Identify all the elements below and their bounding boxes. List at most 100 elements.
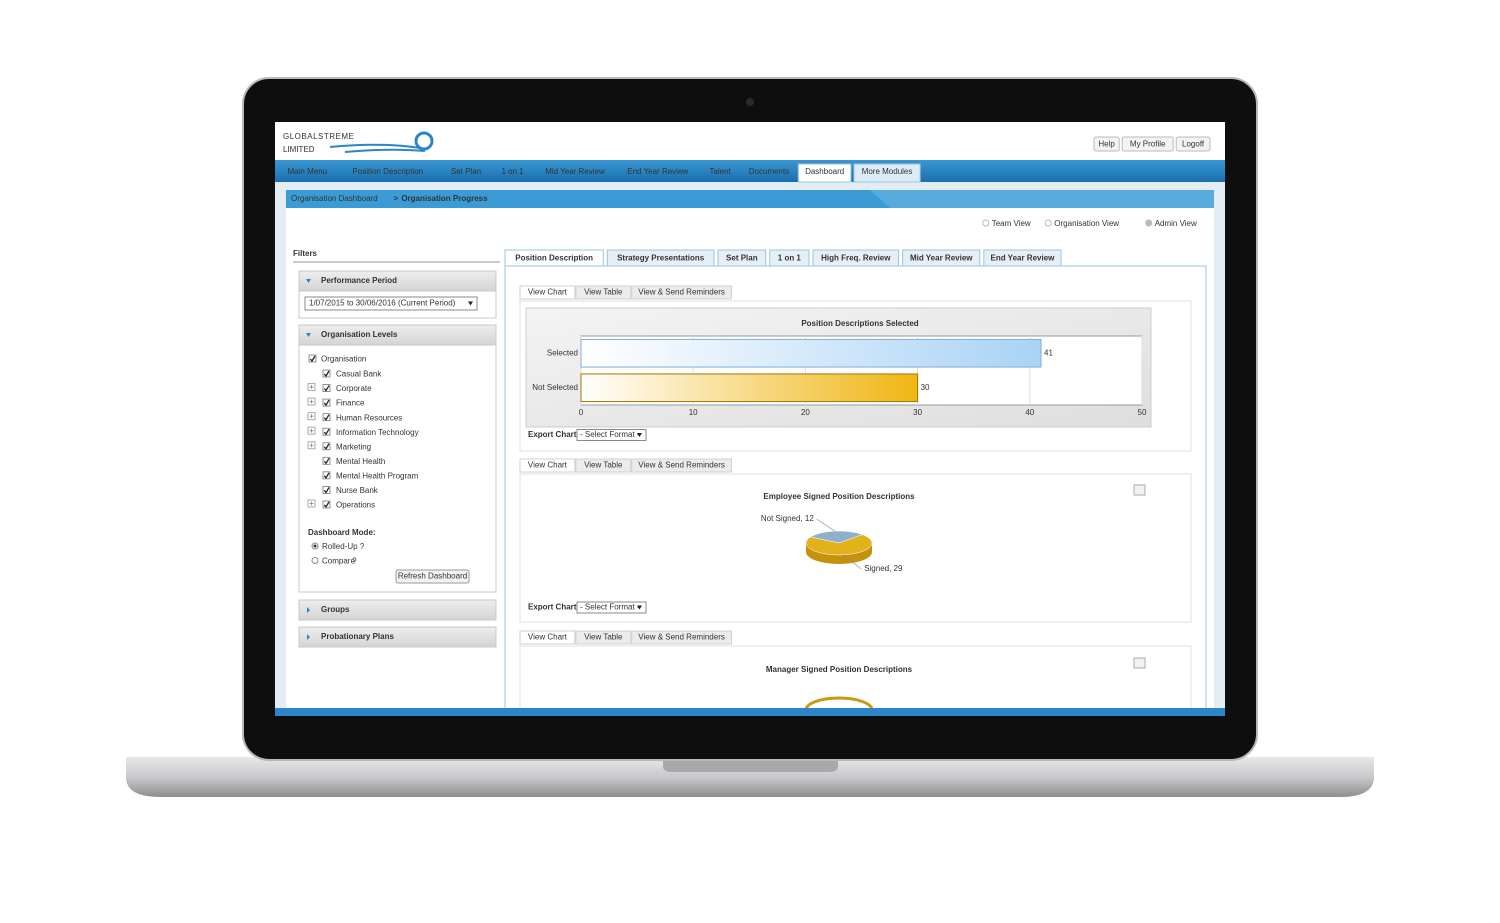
tab-label[interactable]: End Year Review [990, 254, 1055, 263]
header-button[interactable] [1175, 136, 1211, 152]
refresh-button[interactable] [395, 569, 470, 584]
org-level[interactable]: Human Resources [336, 413, 402, 422]
nav-item[interactable]: Set Plan [451, 167, 481, 176]
export-select-value[interactable]: - Select Format - [580, 603, 640, 612]
subtab[interactable] [519, 630, 576, 645]
filter-section-header[interactable] [298, 270, 497, 292]
filter-section-header[interactable] [298, 324, 497, 346]
checkbox[interactable] [322, 456, 331, 465]
period-select[interactable] [304, 296, 478, 311]
subtab-label[interactable]: View Table [584, 633, 623, 642]
chart-menu-icon[interactable] [1133, 484, 1146, 496]
org-level[interactable]: Operations [336, 501, 375, 510]
org-level[interactable]: Information Technology [336, 428, 419, 437]
tab-label[interactable]: Mid Year Review [910, 254, 973, 263]
view-option[interactable]: Organisation View [1054, 219, 1119, 228]
nav-item[interactable]: Talent [709, 167, 731, 176]
tab[interactable] [606, 249, 715, 267]
subtab[interactable] [631, 630, 732, 645]
checkbox[interactable] [322, 500, 331, 509]
subtab-label[interactable]: View Table [584, 288, 623, 297]
checkbox[interactable] [322, 442, 331, 451]
export-select[interactable] [576, 601, 647, 614]
header-button[interactable] [1121, 136, 1174, 152]
radio[interactable] [1145, 219, 1153, 227]
checkbox[interactable] [322, 427, 331, 436]
header-button[interactable] [1093, 136, 1120, 152]
tab[interactable] [769, 249, 810, 267]
tab-label[interactable]: Strategy Presentations [617, 254, 705, 263]
radio[interactable] [982, 219, 990, 227]
org-level[interactable]: Corporate [336, 384, 372, 393]
tab[interactable] [717, 249, 767, 267]
nav-item[interactable]: Mid Year Review [545, 167, 605, 176]
subtab-label[interactable]: View Table [584, 461, 623, 470]
subtab-label[interactable]: View Chart [528, 288, 568, 297]
tab[interactable] [812, 249, 900, 267]
subtab-label[interactable]: View & Send Reminders [638, 288, 725, 297]
org-level[interactable]: Mental Health Program [336, 471, 419, 480]
org-level[interactable]: Nurse Bank [336, 486, 379, 495]
checkbox[interactable] [322, 384, 331, 392]
subtab-label[interactable]: View & Send Reminders [638, 461, 725, 470]
filter-section-title[interactable]: Probationary Plans [321, 632, 394, 641]
filter-section-title[interactable]: Organisation Levels [321, 330, 398, 339]
filter-section-header[interactable] [298, 599, 497, 621]
subtab[interactable] [631, 458, 732, 473]
nav-item[interactable]: Dashboard [805, 167, 844, 176]
refresh-button-label[interactable]: Refresh Dashboard [398, 572, 467, 581]
subtab[interactable] [631, 285, 732, 300]
tab-label[interactable]: Set Plan [726, 254, 758, 263]
checkbox[interactable] [322, 369, 331, 378]
filter-section-title[interactable]: Performance Period [321, 276, 397, 285]
tab-label[interactable]: 1 on 1 [778, 254, 802, 263]
subtab[interactable] [575, 458, 632, 473]
subtab[interactable] [519, 285, 576, 300]
header-button-label[interactable]: My Profile [1130, 140, 1166, 149]
nav-item[interactable]: End Year Review [627, 167, 688, 176]
radio[interactable] [311, 557, 319, 564]
tab[interactable] [983, 249, 1062, 267]
view-option[interactable]: Admin View [1155, 219, 1197, 228]
tab[interactable] [902, 249, 981, 267]
org-level[interactable]: Casual Bank [336, 370, 382, 379]
org-level[interactable]: Marketing [336, 442, 371, 451]
checkbox[interactable] [322, 485, 331, 494]
mode-help[interactable]: ? [360, 542, 365, 551]
filter-section-title[interactable]: Groups [321, 605, 350, 614]
export-select-value[interactable]: - Select Format - [580, 430, 640, 439]
subtab[interactable] [575, 630, 632, 645]
nav-tab[interactable] [853, 163, 921, 183]
tab-label[interactable]: Position Description [515, 254, 593, 263]
filter-section-header[interactable] [298, 626, 497, 648]
nav-item[interactable]: Position Description [352, 167, 423, 176]
mode-option[interactable]: Rolled-Up [322, 542, 358, 551]
nav-tab[interactable] [797, 163, 852, 183]
tab-label[interactable]: High Freq. Review [821, 254, 891, 263]
header-button-label[interactable]: Help [1098, 140, 1115, 149]
org-level[interactable]: Organisation [321, 355, 366, 364]
mode-option[interactable]: Compare [322, 557, 355, 566]
checkbox[interactable] [308, 354, 317, 363]
export-select[interactable] [576, 429, 647, 441]
radio[interactable] [1044, 219, 1052, 227]
mode-help[interactable]: ? [352, 557, 357, 566]
breadcrumb-link[interactable]: Organisation Dashboard [291, 194, 378, 203]
tab[interactable] [504, 249, 604, 267]
checkbox[interactable] [322, 471, 331, 480]
nav-item[interactable]: Documents [749, 167, 789, 176]
period-select-value[interactable]: 1/07/2015 to 30/06/2016 (Current Period) [309, 299, 456, 308]
subtab-label[interactable]: View Chart [528, 461, 568, 470]
subtab[interactable] [519, 458, 576, 473]
chart-menu-icon[interactable] [1133, 657, 1146, 669]
nav-item[interactable]: Main Menu [288, 167, 328, 176]
org-level[interactable]: Mental Health [336, 457, 385, 466]
view-option[interactable]: Team View [992, 219, 1031, 228]
org-level[interactable]: Finance [336, 399, 365, 408]
subtab-label[interactable]: View & Send Reminders [638, 633, 725, 642]
header-button-label[interactable]: Logoff [1182, 140, 1205, 149]
nav-item[interactable]: 1 on 1 [501, 167, 524, 176]
subtab[interactable] [575, 285, 632, 300]
subtab-label[interactable]: View Chart [528, 633, 568, 642]
checkbox[interactable] [322, 413, 331, 422]
